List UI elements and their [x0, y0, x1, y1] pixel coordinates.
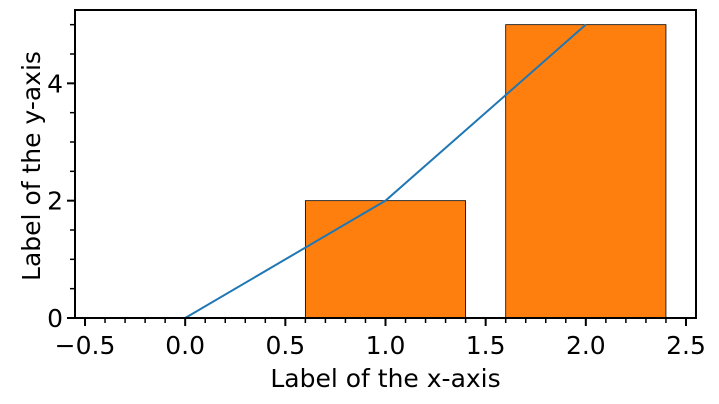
x-axis-ticks: −0.5 0.0 0.5 1.0 1.5 2.0 2.5 [55, 318, 706, 360]
y-axis-ticks: 0 2 4 [47, 23, 75, 333]
series-line [184, 23, 587, 319]
bar [304, 200, 467, 319]
y-tick-label: 4 [47, 69, 63, 98]
x-tick-label: 2.5 [666, 331, 706, 360]
line-series [184, 23, 587, 319]
x-tick-label: 2.0 [566, 331, 606, 360]
y-axis-label: Label of the y-axis [17, 51, 46, 281]
x-tick-label: −0.5 [55, 331, 116, 360]
bar [505, 24, 667, 319]
x-axis-label: Label of the x-axis [270, 364, 500, 393]
x-tick-label: 1.5 [466, 331, 506, 360]
bar-series [304, 24, 667, 319]
y-tick-label: 0 [47, 304, 63, 333]
x-tick-label: 0.0 [165, 331, 205, 360]
y-tick-label: 2 [47, 187, 63, 216]
x-tick-label: 0.5 [265, 331, 305, 360]
x-tick-label: 1.0 [366, 331, 406, 360]
